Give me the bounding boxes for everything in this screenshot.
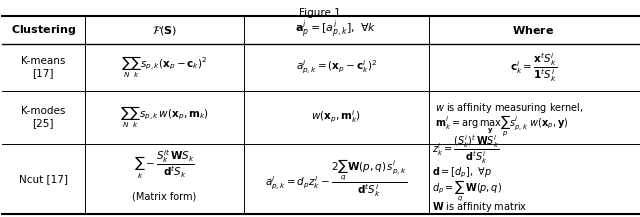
Text: $\mathbf{c}_k^i = \dfrac{\mathbf{x}^t S_k^i}{\mathbf{1}^t S_k^i}$: $\mathbf{c}_k^i = \dfrac{\mathbf{x}^t S_… bbox=[510, 51, 557, 84]
Text: $\sum_N \sum_k s_{p,k}(\mathbf{x}_p - \mathbf{c}_k)^2$: $\sum_N \sum_k s_{p,k}(\mathbf{x}_p - \m… bbox=[121, 54, 207, 80]
Text: $\mathcal{F}(\mathbf{S})$: $\mathcal{F}(\mathbf{S})$ bbox=[152, 23, 177, 36]
Text: $a_{p,k}^i = d_p z_k^i - \dfrac{2\sum_q \mathbf{W}(p,q)\, s_{p,k}^i}{\mathbf{d}^: $a_{p,k}^i = d_p z_k^i - \dfrac{2\sum_q … bbox=[265, 158, 407, 199]
Text: Figure 1: Figure 1 bbox=[300, 8, 341, 18]
Text: $z_k^i = \dfrac{(S_k^i)^t\, \mathbf{W} S_k^i}{\mathbf{d}^t S_k^i}$: $z_k^i = \dfrac{(S_k^i)^t\, \mathbf{W} S… bbox=[432, 134, 499, 166]
Text: $a_{p,k}^i = (\mathbf{x}_p - \mathbf{c}_k^i)^2$: $a_{p,k}^i = (\mathbf{x}_p - \mathbf{c}_… bbox=[296, 59, 377, 76]
Text: $\sum_k -\dfrac{S_k^{it}\, \mathbf{W} S_k}{\mathbf{d}^t S_k}$: $\sum_k -\dfrac{S_k^{it}\, \mathbf{W} S_… bbox=[134, 149, 195, 181]
Text: $\mathbf{Clustering}$: $\mathbf{Clustering}$ bbox=[10, 23, 76, 37]
Text: $w$ is affinity measuring kernel,: $w$ is affinity measuring kernel, bbox=[435, 100, 584, 115]
Text: $\mathbf{W}$ is affinity matrix: $\mathbf{W}$ is affinity matrix bbox=[432, 200, 527, 214]
Text: K-means
[17]: K-means [17] bbox=[21, 56, 65, 78]
Text: $\mathbf{Where}$: $\mathbf{Where}$ bbox=[513, 24, 555, 36]
Text: $d_p = \sum_q\, \mathbf{W}(p,q)$: $d_p = \sum_q\, \mathbf{W}(p,q)$ bbox=[432, 178, 502, 203]
Text: (Matrix form): (Matrix form) bbox=[132, 192, 196, 202]
Text: Ncut [17]: Ncut [17] bbox=[19, 174, 68, 184]
Text: $\mathbf{a}_p^i = [a_{p,k}^i],\ \forall k$: $\mathbf{a}_p^i = [a_{p,k}^i],\ \forall … bbox=[296, 19, 377, 41]
Text: $\mathbf{d} = [d_p],\ \forall p$: $\mathbf{d} = [d_p],\ \forall p$ bbox=[432, 166, 492, 181]
Text: $\mathbf{m}_k^i = \arg\max_{\mathbf{y}} \sum_p s_{p,k}^i\, w(\mathbf{x}_p, \math: $\mathbf{m}_k^i = \arg\max_{\mathbf{y}} … bbox=[435, 113, 569, 138]
Text: $\sum_N \sum_k s_{p,k}\, w(\mathbf{x}_p, \mathbf{m}_k)$: $\sum_N \sum_k s_{p,k}\, w(\mathbf{x}_p,… bbox=[120, 104, 209, 130]
Text: K-modes
[25]: K-modes [25] bbox=[21, 106, 65, 128]
Text: $w(\mathbf{x}_p, \mathbf{m}_k^i)$: $w(\mathbf{x}_p, \mathbf{m}_k^i)$ bbox=[311, 109, 361, 125]
